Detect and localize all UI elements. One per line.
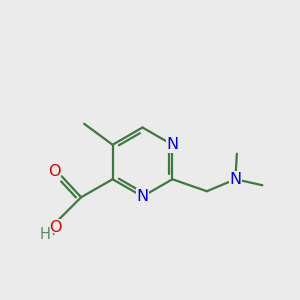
Text: N: N	[136, 189, 148, 204]
Text: H: H	[40, 227, 51, 242]
Text: O: O	[48, 164, 60, 179]
Text: ·: ·	[51, 228, 56, 243]
Text: N: N	[229, 172, 242, 187]
Text: O: O	[50, 220, 62, 235]
Text: N: N	[166, 137, 178, 152]
